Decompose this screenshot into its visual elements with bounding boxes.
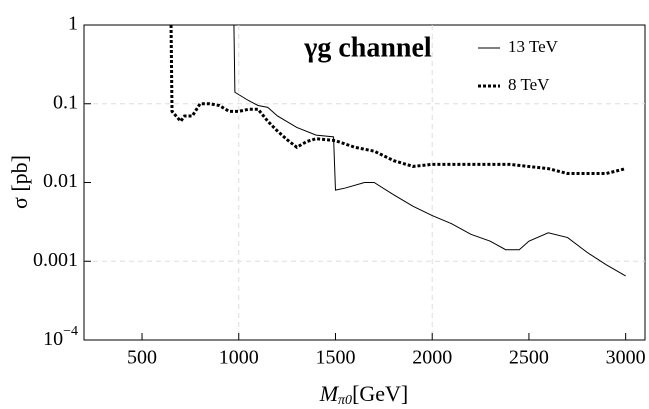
legend-label: 13 TeV <box>508 37 559 56</box>
x-axis-label: Mπ0[GeV] <box>319 381 409 408</box>
x-label-sub: π0 <box>338 393 352 408</box>
x-tick-label: 2500 <box>509 347 549 369</box>
plot-lines <box>169 25 627 277</box>
series-line <box>233 25 626 277</box>
y-axis-label: σ [pb] <box>7 155 32 209</box>
x-tick-label: 1500 <box>315 347 355 369</box>
x-tick-label: 2000 <box>412 347 452 369</box>
x-tick-label: 500 <box>127 347 157 369</box>
x-label-unit: [GeV] <box>352 381 408 406</box>
y-tick-label: 1 <box>68 13 78 35</box>
x-tick-label: 1000 <box>219 347 259 369</box>
y-tick-label: 0.01 <box>43 170 78 192</box>
x-label-main: M <box>319 381 340 406</box>
series-line <box>169 25 627 176</box>
y-tick-label: 0.1 <box>53 91 78 113</box>
y-tick-label: 0.001 <box>33 249 78 271</box>
legend-label: 8 TeV <box>508 75 550 94</box>
y-tick-exponent: −4 <box>63 324 78 339</box>
x-tick-label: 3000 <box>606 347 646 369</box>
annotation: γg channel <box>303 32 432 63</box>
y-tick-base: 10 <box>43 328 63 350</box>
y-tick-label: 10−4 <box>43 324 78 349</box>
